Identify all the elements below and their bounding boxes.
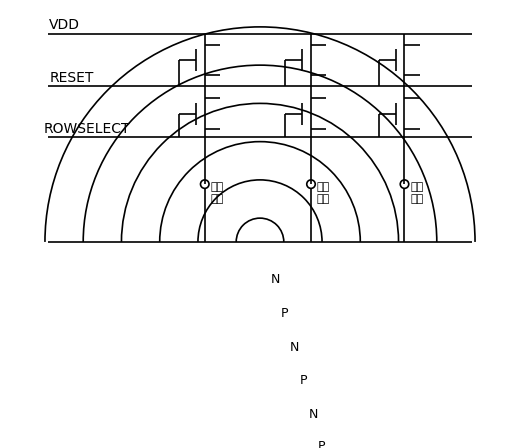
Text: P: P — [318, 439, 326, 448]
Text: ROWSELECT: ROWSELECT — [44, 122, 131, 136]
Text: 蓝色
输出: 蓝色 输出 — [211, 182, 224, 204]
Text: P: P — [280, 307, 288, 320]
Text: N: N — [309, 408, 318, 421]
Text: VDD: VDD — [49, 18, 80, 32]
Text: P: P — [300, 374, 307, 387]
Text: 红色
输出: 红色 输出 — [410, 182, 424, 204]
Text: N: N — [271, 273, 280, 286]
Text: RESET: RESET — [49, 71, 94, 85]
Text: N: N — [290, 340, 299, 353]
Text: 绿色
输出: 绿色 输出 — [317, 182, 330, 204]
